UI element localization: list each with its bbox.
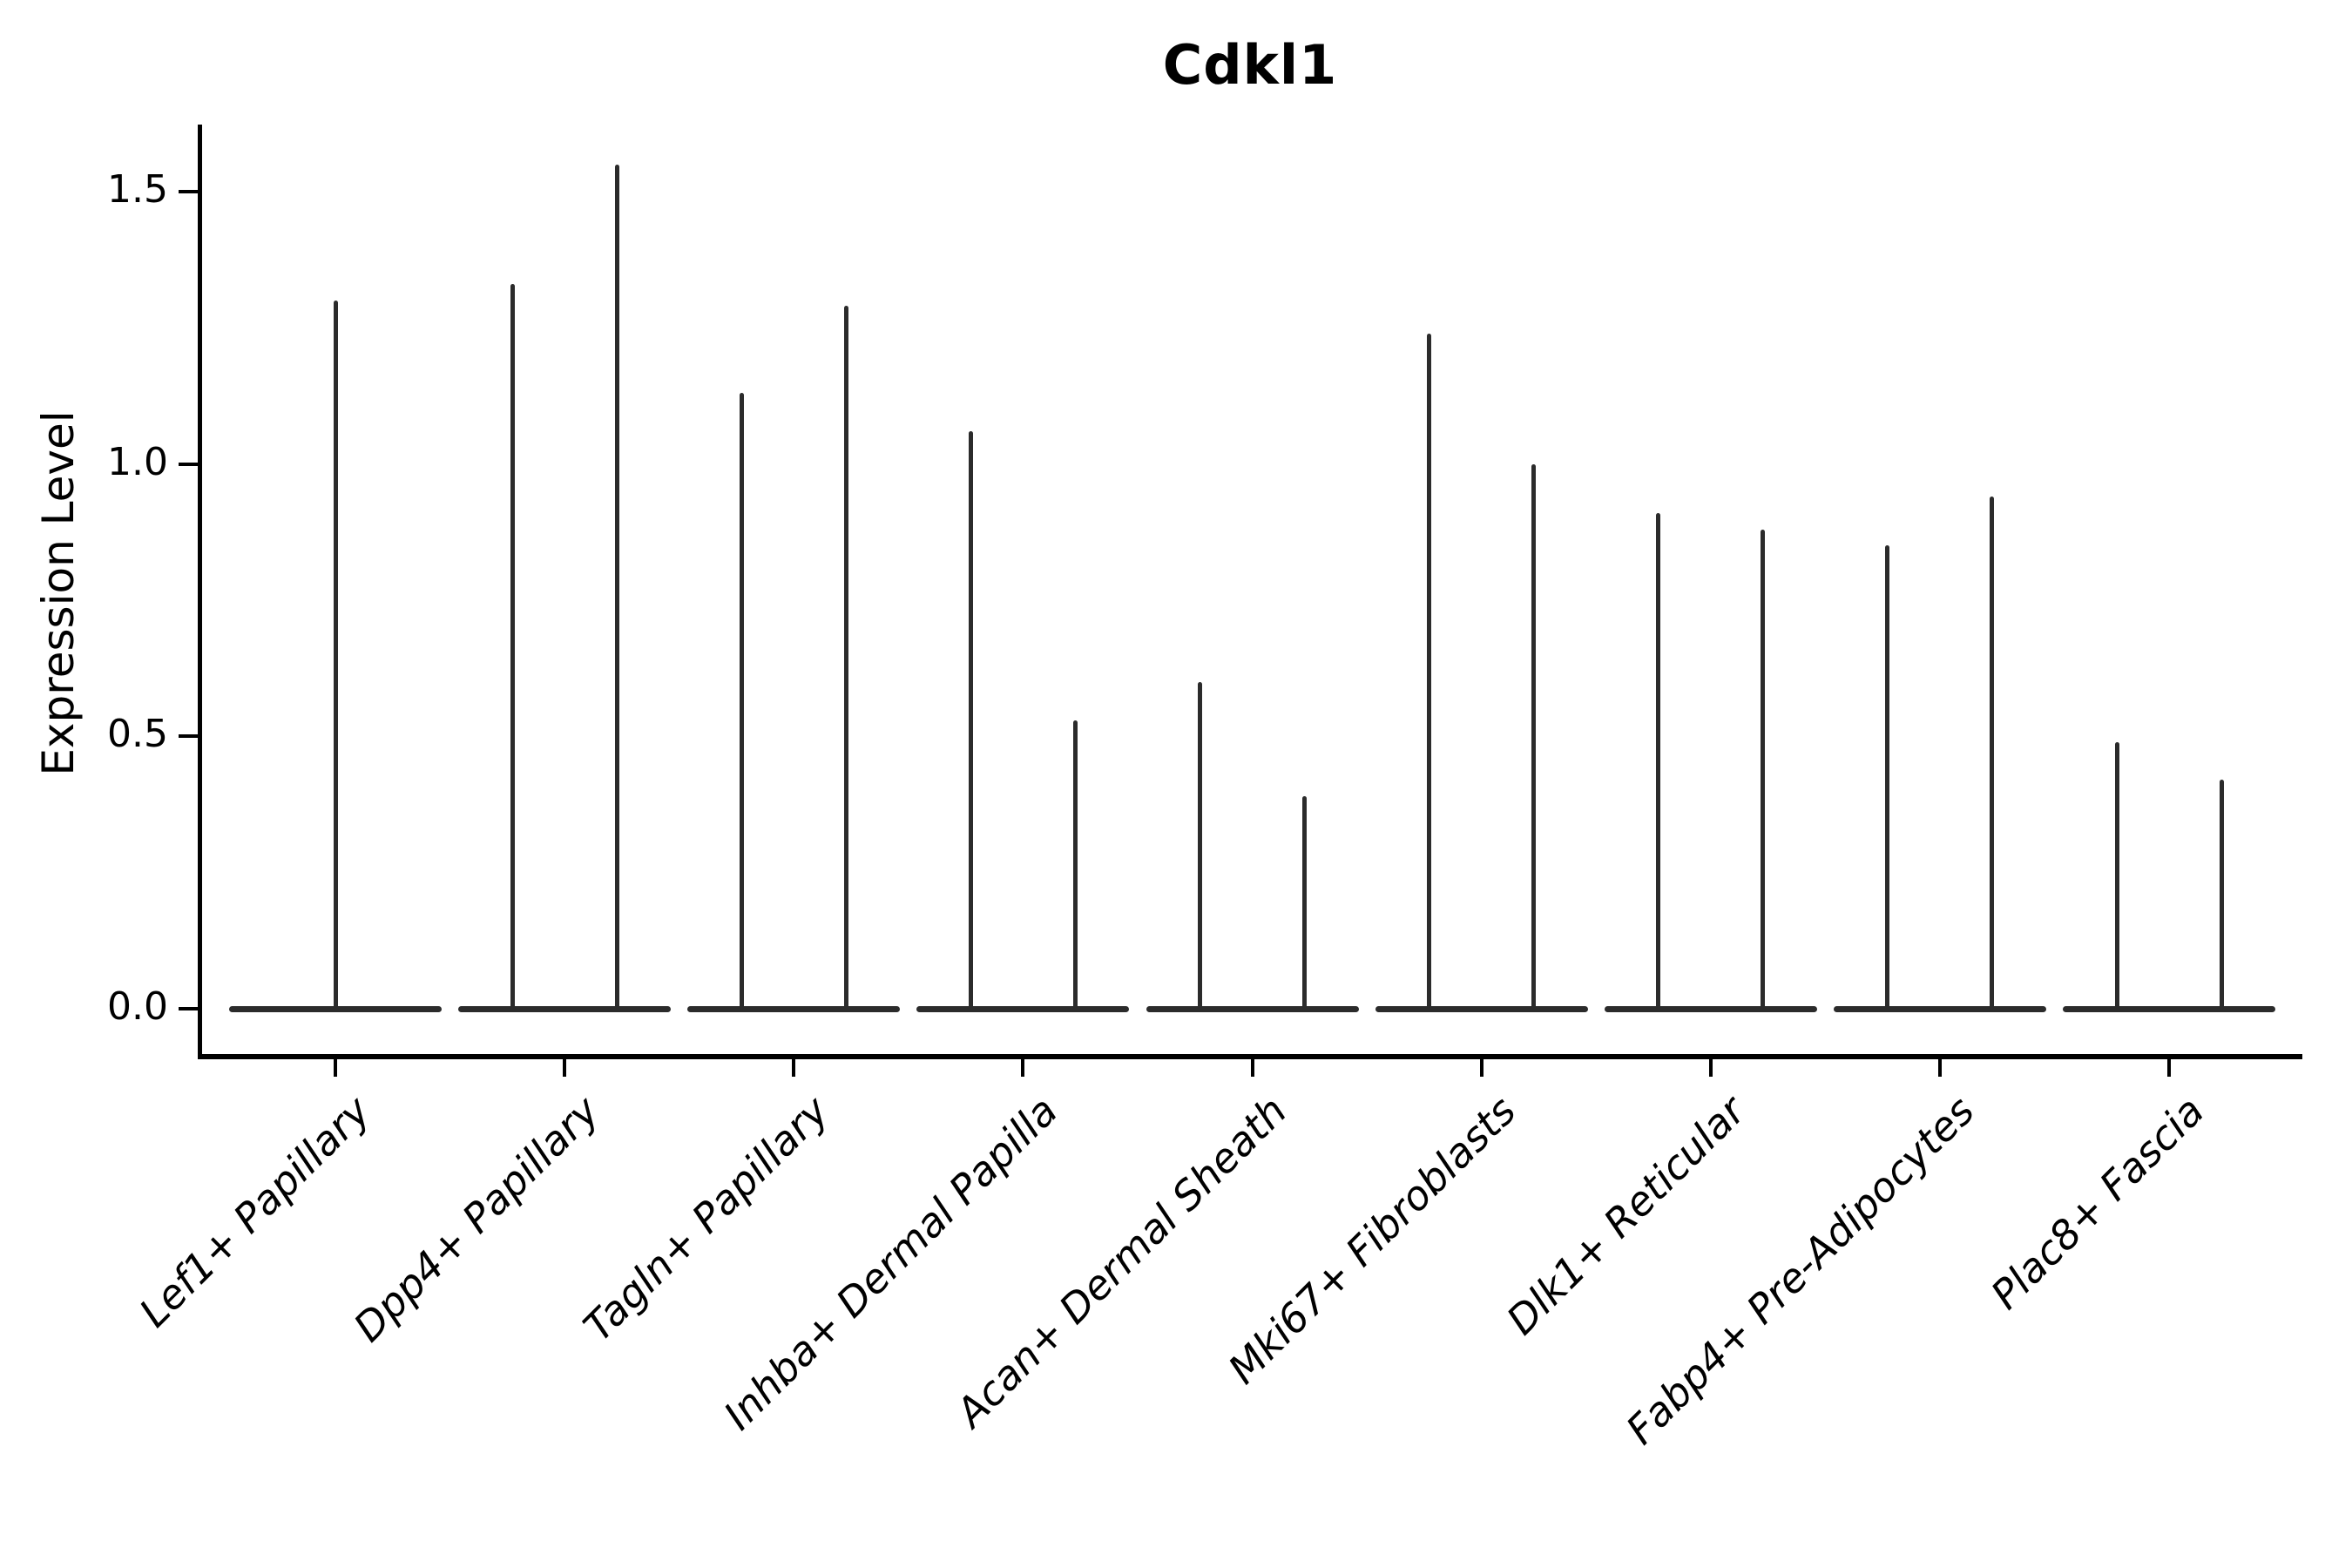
x-tick-mark: [563, 1059, 567, 1077]
violin-spike: [968, 431, 973, 1012]
violin-spike: [1302, 796, 1307, 1012]
x-tick-mark: [334, 1059, 337, 1077]
violin-baseline: [687, 1005, 901, 1012]
x-axis-spine: [198, 1054, 2302, 1059]
violin-baseline: [1604, 1005, 1817, 1012]
y-tick-label: 1.0: [107, 439, 168, 484]
y-tick-mark: [179, 734, 198, 739]
violin-spike: [1761, 529, 1766, 1012]
violin-spike: [843, 306, 848, 1012]
x-tick-label: Dlk1+ Reticular: [1497, 1086, 1754, 1344]
violin-spike: [1427, 333, 1432, 1012]
y-tick-label: 0.5: [107, 712, 168, 757]
chart-title: Cdkl1: [1162, 33, 1338, 97]
y-tick-mark: [179, 189, 198, 193]
x-tick-label: Dpp4+ Papillary: [344, 1086, 609, 1351]
violin-spike: [1072, 720, 1078, 1012]
violin-spike: [1531, 463, 1537, 1012]
x-tick-mark: [1708, 1059, 1713, 1077]
violin-spike: [1990, 497, 1995, 1012]
x-tick-label: Plac8+ Fascia: [1981, 1086, 2213, 1319]
x-tick-label: Tagln+ Papillary: [573, 1086, 838, 1351]
violin-spike: [333, 301, 338, 1012]
violin-baseline: [1375, 1005, 1588, 1012]
violin-baseline: [458, 1005, 672, 1012]
y-tick-label: 1.5: [107, 166, 168, 212]
violin-spike: [2114, 741, 2119, 1012]
violin-spike: [614, 164, 619, 1012]
x-tick-mark: [2167, 1059, 2171, 1077]
x-tick-mark: [1021, 1059, 1025, 1077]
violin-spike: [510, 284, 515, 1012]
x-tick-label: Lef1+ Papillary: [130, 1086, 380, 1336]
violin-spike: [739, 393, 744, 1012]
violin-baseline: [916, 1005, 1130, 1012]
x-tick-mark: [1937, 1059, 1942, 1077]
y-tick-mark: [179, 462, 198, 466]
violin-baseline: [1146, 1005, 1359, 1012]
x-tick-mark: [1250, 1059, 1254, 1077]
y-tick-mark: [179, 1007, 198, 1011]
x-tick-mark: [792, 1059, 796, 1077]
violin-spike: [1198, 681, 1202, 1012]
y-axis-spine: [198, 125, 202, 1059]
violin-spike: [1656, 512, 1661, 1012]
violin-baseline: [1833, 1005, 2046, 1012]
violin-baseline: [2063, 1005, 2275, 1012]
violin-spike: [1885, 545, 1890, 1012]
violin-spike: [2219, 780, 2224, 1012]
y-tick-label: 0.0: [107, 984, 168, 1030]
x-tick-mark: [1479, 1059, 1484, 1077]
